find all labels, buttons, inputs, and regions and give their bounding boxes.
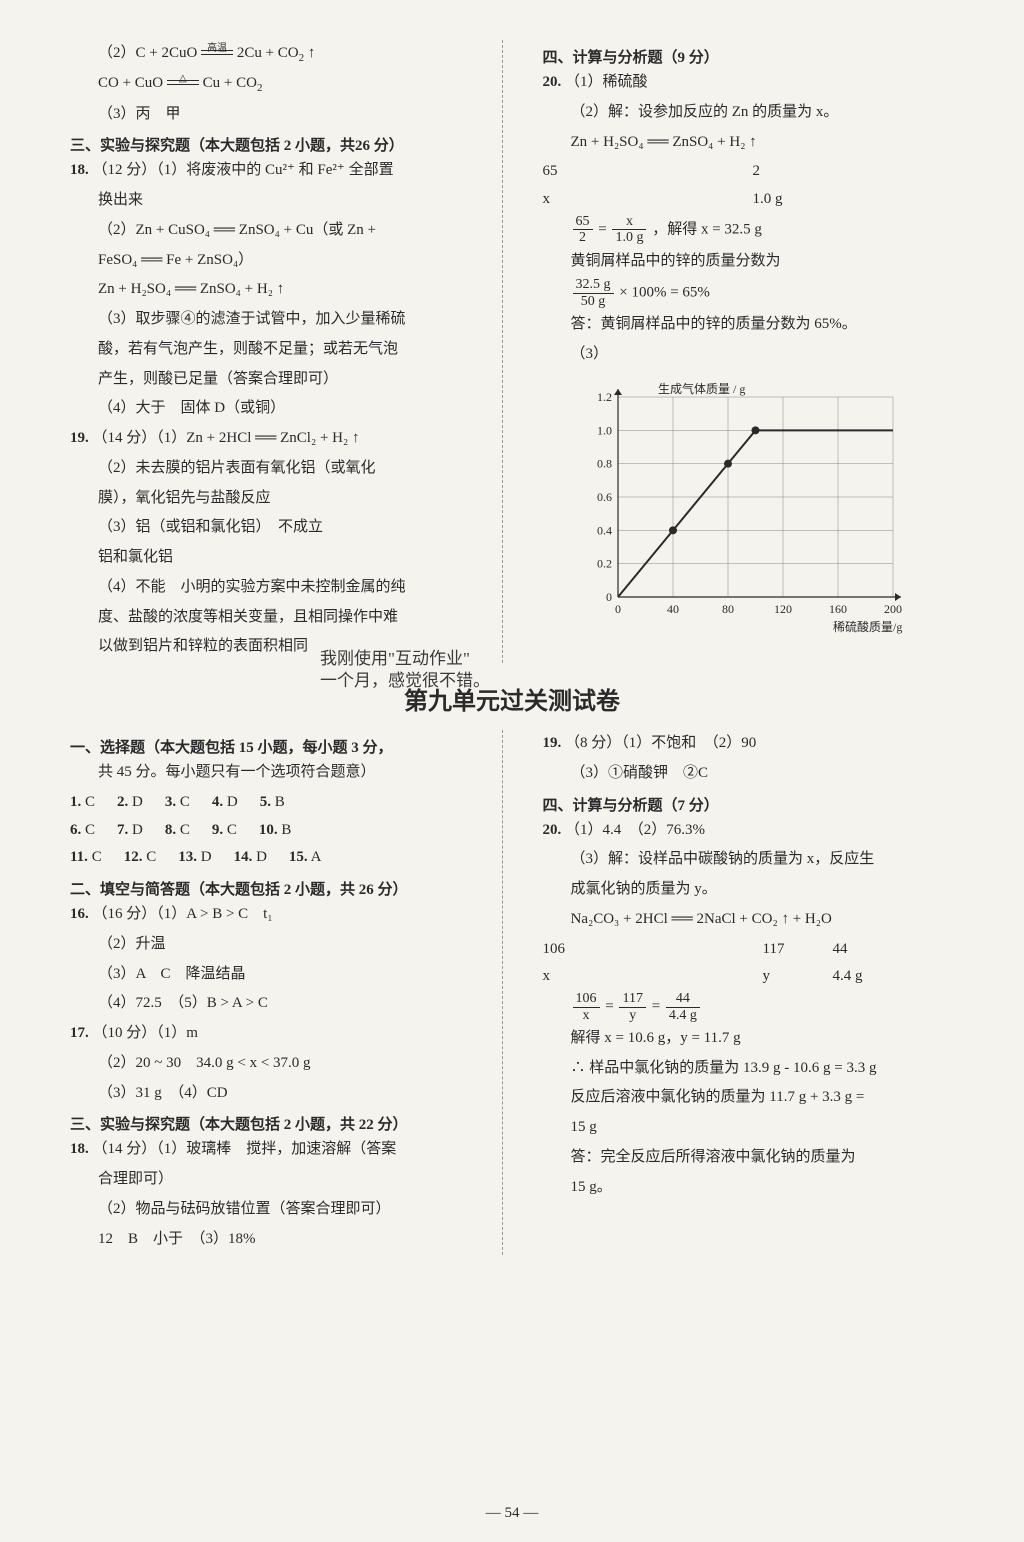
svg-text:120: 120 — [774, 602, 792, 616]
eq-line: CO + CuO △ Cu + CO2 — [70, 70, 482, 98]
text-line: （2）Zn + CuSO₄ ══ ZnSO₄ + Cu（或 Zn + — [70, 217, 482, 245]
top-right-column: 四、计算与分析题（9 分） 20. （1）稀硫酸 （2）解：设参加反应的 Zn … — [533, 40, 955, 663]
q19b: 19. （8 分）（1）不饱和 （2）90 — [543, 730, 955, 758]
text-line: 铝和氯化铝 — [70, 544, 482, 572]
section-heading: 二、填空与简答题（本大题包括 2 小题，共 26 分） — [70, 878, 482, 899]
text-line: （2）解：设参加反应的 Zn 的质量为 x。 — [543, 99, 955, 127]
q19: 19. （14 分）（1）Zn + 2HCl ══ ZnCl₂ + H₂ ↑ — [70, 425, 482, 453]
page-number: — 54 — — [0, 1505, 1024, 1522]
text-line: 解得 x = 10.6 g，y = 11.7 g — [543, 1025, 955, 1053]
mc-row-1: 1. C2. D3. C4. D5. B — [70, 789, 482, 817]
text-line: 12 B 小于 （3）18% — [70, 1226, 482, 1254]
top-left-column: （2）C + 2CuO 高温 2Cu + CO2 ↑ CO + CuO △ Cu… — [70, 40, 503, 663]
text-line: ∴ 样品中氯化钠的质量为 13.9 g - 10.6 g = 3.3 g — [543, 1055, 955, 1083]
text-line: （2）升温 — [70, 931, 482, 959]
unit-title: 第九单元过关测试卷 — [70, 681, 954, 716]
text-line: （4）72.5 （5）B > A > C — [70, 990, 482, 1018]
text-line: （3）①硝酸钾 ②C — [543, 760, 955, 788]
section-heading: 三、实验与探究题（本大题包括 2 小题，共 22 分） — [70, 1113, 482, 1134]
svg-text:1.2: 1.2 — [597, 390, 612, 404]
handwriting: 我刚使用"互动作业" 一个月，感觉很不错。 — [320, 648, 490, 692]
text-line: 酸，若有气泡产生，则酸不足量；或若无气泡 — [70, 336, 482, 364]
svg-text:0.4: 0.4 — [597, 523, 612, 537]
stoich-row: 65 2 — [543, 158, 955, 186]
text-line: （3） — [543, 341, 955, 369]
section-heading: 一、选择题（本大题包括 15 小题，每小题 3 分， — [70, 736, 482, 757]
text-line: 15 g。 — [543, 1174, 955, 1202]
mc-row-3: 11. C12. C13. D14. D15. A — [70, 844, 482, 872]
text-line: 反应后溶液中氯化钠的质量为 11.7 g + 3.3 g = — [543, 1084, 955, 1112]
calc-line: 32.5 g50 g × 100% = 65% — [543, 277, 955, 309]
text-line: （3）丙 甲 — [70, 101, 482, 129]
text-line: 共 45 分。每小题只有一个选项符合题意） — [70, 759, 482, 787]
text-line: 换出来 — [70, 187, 482, 215]
q18b: 18. （14 分）（1）玻璃棒 搅拌，加速溶解（答案 — [70, 1136, 482, 1164]
svg-text:稀硫酸质量/g: 稀硫酸质量/g — [833, 619, 902, 634]
frac-eq: 652 = x1.0 g ，解得 x = 32.5 g — [543, 214, 955, 246]
svg-text:1.0: 1.0 — [597, 423, 612, 437]
svg-text:0.8: 0.8 — [597, 456, 612, 470]
text-line: 成氯化钠的质量为 y。 — [543, 876, 955, 904]
text-line: （3）取步骤④的滤渣于试管中，加入少量稀硫 — [70, 306, 482, 334]
svg-text:0: 0 — [606, 590, 612, 604]
section-heading: 三、实验与探究题（本大题包括 2 小题，共26 分） — [70, 134, 482, 155]
q20b: 20. （1）4.4 （2）76.3% — [543, 817, 955, 845]
section-heading: 四、计算与分析题（7 分） — [543, 794, 955, 815]
bottom-left-column: 一、选择题（本大题包括 15 小题，每小题 3 分， 共 45 分。每小题只有一… — [70, 730, 503, 1255]
top-two-column: （2）C + 2CuO 高温 2Cu + CO2 ↑ CO + CuO △ Cu… — [70, 40, 954, 663]
bottom-two-column: 一、选择题（本大题包括 15 小题，每小题 3 分， 共 45 分。每小题只有一… — [70, 730, 954, 1255]
text-line: Zn + H₂SO₄ ══ ZnSO₄ + H₂ ↑ — [70, 276, 482, 304]
q20: 20. （1）稀硫酸 — [543, 69, 955, 97]
stoich-row: 106 117 44 — [543, 936, 955, 964]
q18: 18. （12 分）（1）将废液中的 Cu²⁺ 和 Fe²⁺ 全部置 — [70, 157, 482, 185]
bottom-right-column: 19. （8 分）（1）不饱和 （2）90 （3）①硝酸钾 ②C 四、计算与分析… — [533, 730, 955, 1255]
text-line: 答：黄铜屑样品中的锌的质量分数为 65%。 — [543, 311, 955, 339]
stoich-row: x 1.0 g — [543, 186, 955, 214]
text-line: （2）未去膜的铝片表面有氧化铝（或氧化 — [70, 455, 482, 483]
mc-row-2: 6. C7. D8. C9. C10. B — [70, 817, 482, 845]
text-line: 膜），氧化铝先与盐酸反应 — [70, 485, 482, 513]
chart-svg: 0 40 80 120 160 200 0 0.2 0.4 0.6 0.8 1.0 1.2 生成气体质量 … — [573, 377, 913, 637]
text-line: FeSO₄ ══ Fe + ZnSO₄） — [70, 247, 482, 275]
q16: 16. （16 分）（1）A > B > C t₁ — [70, 901, 482, 929]
text-line: 合理即可） — [70, 1166, 482, 1194]
svg-text:160: 160 — [829, 602, 847, 616]
text-line: 产生，则酸已足量（答案合理即可） — [70, 366, 482, 394]
eq-line: Na₂CO₃ + 2HCl ══ 2NaCl + CO₂ ↑ + H₂O — [543, 906, 955, 934]
svg-text:40: 40 — [667, 602, 679, 616]
stoich-row: x y 4.4 g — [543, 963, 955, 991]
text-line: 度、盐酸的浓度等相关变量，且相同操作中难 — [70, 604, 482, 632]
q17: 17. （10 分）（1）m — [70, 1020, 482, 1048]
text-line: （2）物品与砝码放错位置（答案合理即可） — [70, 1196, 482, 1224]
text-line: （3）31 g （4）CD — [70, 1080, 482, 1108]
svg-text:0.2: 0.2 — [597, 556, 612, 570]
text-line: （2）20 ~ 30 34.0 g < x < 37.0 g — [70, 1050, 482, 1078]
svg-text:0: 0 — [615, 602, 621, 616]
line-chart: 0 40 80 120 160 200 0 0.2 0.4 0.6 0.8 1.0 1.2 生成气体质量 … — [573, 377, 913, 637]
text-line: 黄铜屑样品中的锌的质量分数为 — [543, 248, 955, 276]
text-line: （4）大于 固体 D（或铜） — [70, 395, 482, 423]
text-line: （4）不能 小明的实验方案中未控制金属的纯 — [70, 574, 482, 602]
eq-line: Zn + H₂SO₄ ══ ZnSO₄ + H₂ ↑ — [543, 129, 955, 157]
text-line: （3）A C 降温结晶 — [70, 961, 482, 989]
text-line: （3）铝（或铝和氯化铝） 不成立 — [70, 514, 482, 542]
eq-line: （2）C + 2CuO 高温 2Cu + CO2 ↑ — [70, 40, 482, 68]
frac-eq: 106x = 117y = 444.4 g — [543, 991, 955, 1023]
text-line: 答：完全反应后所得溶液中氯化钠的质量为 — [543, 1144, 955, 1172]
text-line: （3）解：设样品中碳酸钠的质量为 x，反应生 — [543, 846, 955, 874]
text-line: 15 g — [543, 1114, 955, 1142]
svg-text:0.6: 0.6 — [597, 490, 612, 504]
svg-text:200: 200 — [884, 602, 902, 616]
svg-text:80: 80 — [722, 602, 734, 616]
section-heading: 四、计算与分析题（9 分） — [543, 46, 955, 67]
svg-text:生成气体质量 / g: 生成气体质量 / g — [658, 381, 745, 396]
